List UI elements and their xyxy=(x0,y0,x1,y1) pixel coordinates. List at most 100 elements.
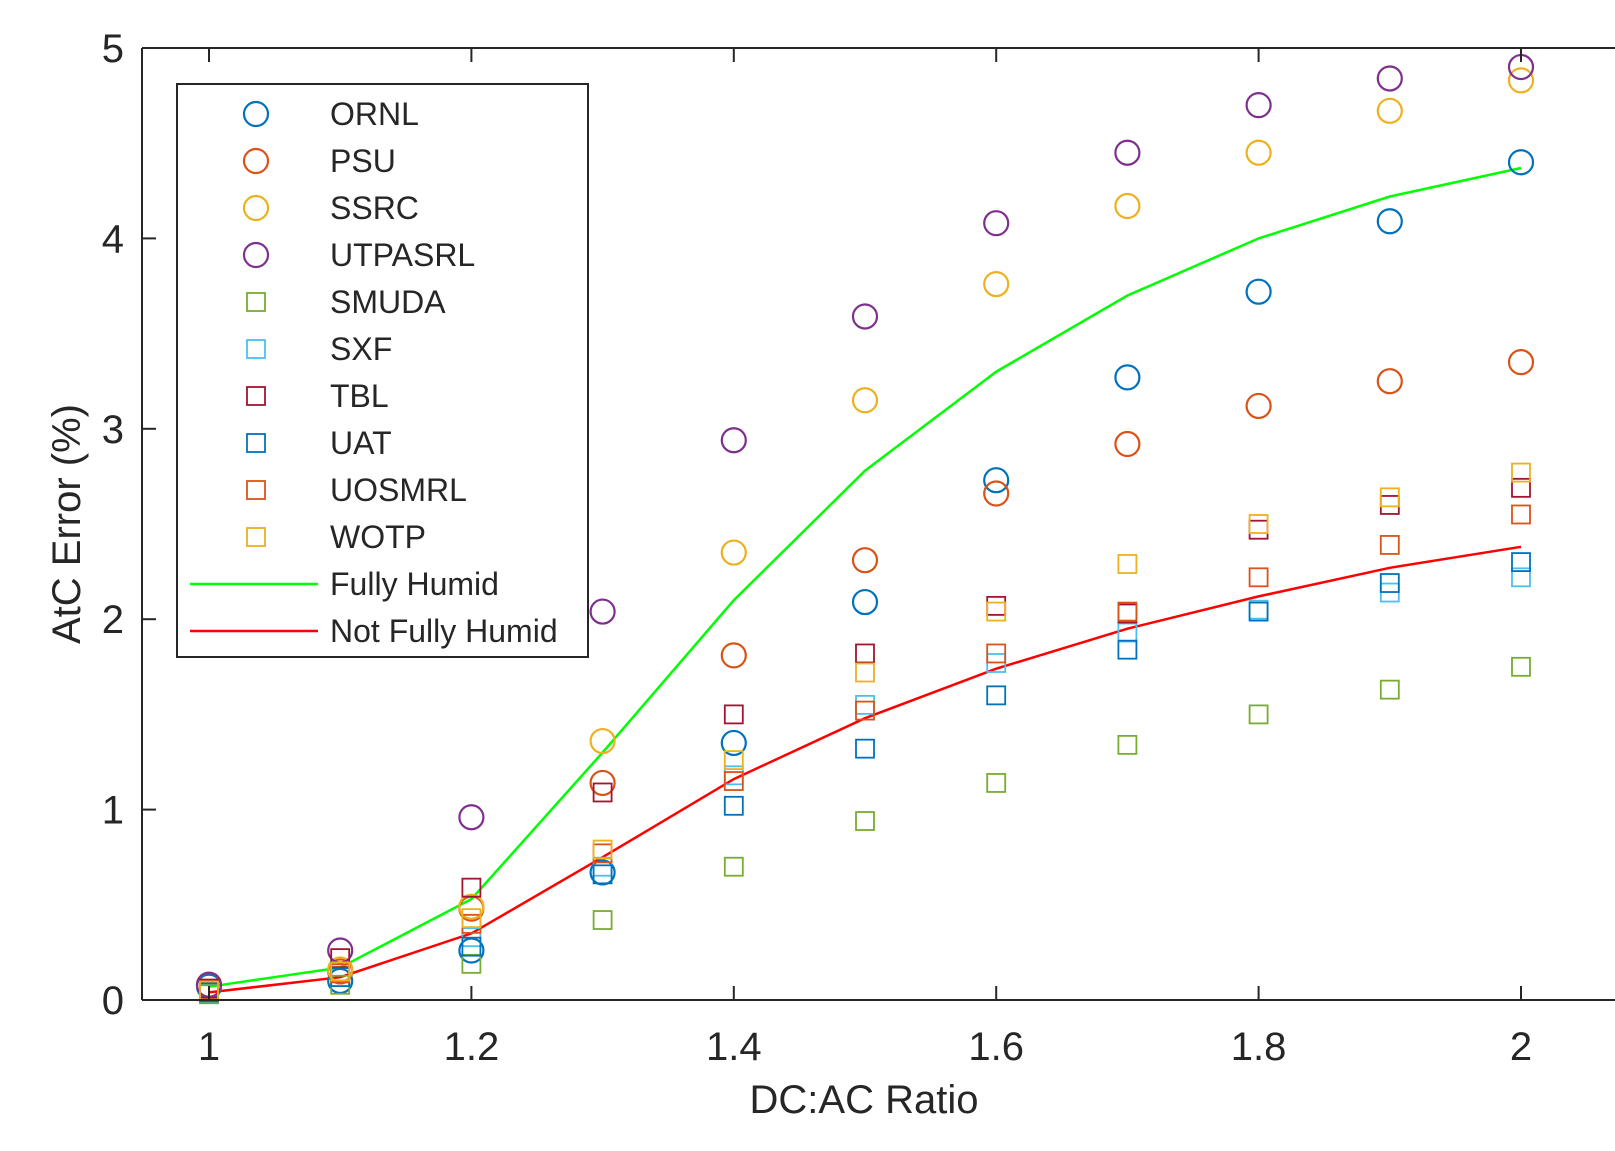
data-point-smuda xyxy=(1379,679,1400,700)
data-point-wotp xyxy=(1511,462,1531,483)
data-point-ornl xyxy=(1507,149,1535,176)
data-point-ornl xyxy=(1114,364,1141,391)
x-tick-label: 1.4 xyxy=(706,1025,762,1069)
data-point-utpasrl xyxy=(458,804,485,831)
data-point-ornl xyxy=(983,467,1010,494)
data-point-psu xyxy=(1245,392,1272,420)
data-point-wotp xyxy=(1248,514,1269,534)
data-point-uat xyxy=(855,738,875,759)
data-point-ssrc xyxy=(851,387,879,414)
data-point-uat xyxy=(723,795,744,816)
data-point-tbl xyxy=(855,643,875,664)
data-point-utpasrl xyxy=(1245,92,1272,119)
data-point-utpasrl xyxy=(720,427,747,454)
data-point-wotp xyxy=(592,839,613,860)
data-point-uosmrl xyxy=(1379,535,1400,555)
legend-label-ornl: ORNL xyxy=(330,96,419,132)
legend-label-uosmrl: UOSMRL xyxy=(330,472,467,508)
data-point-utpasrl xyxy=(589,598,616,625)
data-point-smuda xyxy=(592,910,613,930)
legend-symbol-ssrc xyxy=(242,194,270,222)
y-tick-label: 4 xyxy=(102,217,124,261)
data-point-ssrc xyxy=(1507,67,1535,94)
data-point-ornl xyxy=(720,729,747,757)
data-point-tbl xyxy=(330,948,351,969)
legend-symbol-smuda xyxy=(246,292,266,312)
data-point-tbl xyxy=(461,877,482,898)
x-tick-label: 1.6 xyxy=(968,1025,1024,1069)
data-point-uat xyxy=(461,936,482,957)
series-line-not-fully-humid xyxy=(208,545,1522,994)
data-point-ornl xyxy=(589,859,616,886)
y-tick-label: 2 xyxy=(102,598,124,642)
data-point-wotp xyxy=(986,601,1007,622)
data-point-uat xyxy=(1379,573,1400,593)
data-point-psu xyxy=(983,480,1010,507)
data-point-psu xyxy=(589,769,616,797)
legend-label-fully-humid: Fully Humid xyxy=(330,566,499,602)
data-point-uosmrl xyxy=(1117,601,1138,622)
data-point-smuda xyxy=(986,773,1007,793)
y-tick-label: 3 xyxy=(102,408,124,452)
legend-symbol-uosmrl xyxy=(246,480,266,500)
x-axis-title: DC:AC Ratio xyxy=(750,1078,979,1122)
data-point-utpasrl xyxy=(851,303,879,330)
data-point-smuda xyxy=(855,811,875,831)
y-axis-title: AtC Error (%) xyxy=(45,404,89,644)
data-point-tbl xyxy=(723,704,744,725)
legend-symbol-ornl xyxy=(242,100,270,128)
data-point-smuda xyxy=(1248,704,1269,725)
marks-layer xyxy=(195,53,1535,1005)
legend-label-uat: UAT xyxy=(330,425,392,461)
legend-label-sxf: SXF xyxy=(330,331,392,367)
data-point-smuda xyxy=(723,856,744,877)
data-point-wotp xyxy=(461,908,482,929)
data-point-utpasrl xyxy=(983,210,1010,237)
data-point-sxf xyxy=(1511,567,1531,588)
legend: ORNL PSU SSRC UTPASRL SMUDA SXF TBL UAT UOSMRL WO… xyxy=(176,83,589,658)
legend-box xyxy=(176,83,589,658)
data-point-uosmrl xyxy=(855,700,875,721)
data-point-smuda xyxy=(1117,734,1138,755)
legend-label-ssrc: SSRC xyxy=(330,190,419,226)
data-point-ssrc xyxy=(1376,97,1403,124)
data-point-uat xyxy=(1511,552,1531,572)
data-point-psu xyxy=(851,547,879,574)
data-point-uat xyxy=(1248,601,1269,622)
data-point-wotp xyxy=(1379,487,1400,508)
legend-label-not-fully-humid: Not Fully Humid xyxy=(330,613,558,649)
legend-label-utpasrl: UTPASRL xyxy=(330,237,475,273)
legend-symbol-uat xyxy=(246,433,266,453)
data-point-tbl xyxy=(1511,477,1531,498)
x-tick-label: 1.8 xyxy=(1231,1025,1287,1069)
data-point-uosmrl xyxy=(723,771,744,791)
data-point-ssrc xyxy=(1245,139,1272,166)
legend-label-tbl: TBL xyxy=(330,378,389,414)
ticks-layer: 1 1.2 1.4 1.6 1.8 2 0 1 2 3 4 5 xyxy=(102,27,1532,1069)
data-point-utpasrl xyxy=(1114,139,1141,166)
data-point-uat xyxy=(986,685,1007,706)
legend-symbol-utpasrl xyxy=(242,241,270,269)
legend-symbol-wotp xyxy=(246,527,266,547)
data-point-ssrc xyxy=(983,270,1010,298)
data-point-ornl xyxy=(851,588,879,616)
data-point-psu xyxy=(1376,368,1403,395)
data-point-wotp xyxy=(1117,554,1138,574)
x-tick-label: 2 xyxy=(1510,1025,1532,1069)
legend-label-smuda: SMUDA xyxy=(330,284,446,320)
data-point-psu xyxy=(1507,349,1535,376)
data-point-wotp xyxy=(330,961,351,982)
data-point-smuda xyxy=(1511,656,1531,677)
data-point-uosmrl xyxy=(986,643,1007,664)
y-tick-label: 0 xyxy=(102,979,124,1023)
series-line-fully-humid xyxy=(208,166,1522,988)
data-point-tbl xyxy=(592,782,613,803)
x-tick-label: 1.2 xyxy=(444,1025,500,1069)
y-tick-label: 5 xyxy=(102,27,124,71)
data-point-uosmrl xyxy=(1248,567,1269,588)
data-point-psu xyxy=(1114,430,1141,458)
data-point-wotp xyxy=(855,662,875,683)
legend-symbol-tbl xyxy=(246,386,266,406)
data-point-ornl xyxy=(1245,278,1272,305)
